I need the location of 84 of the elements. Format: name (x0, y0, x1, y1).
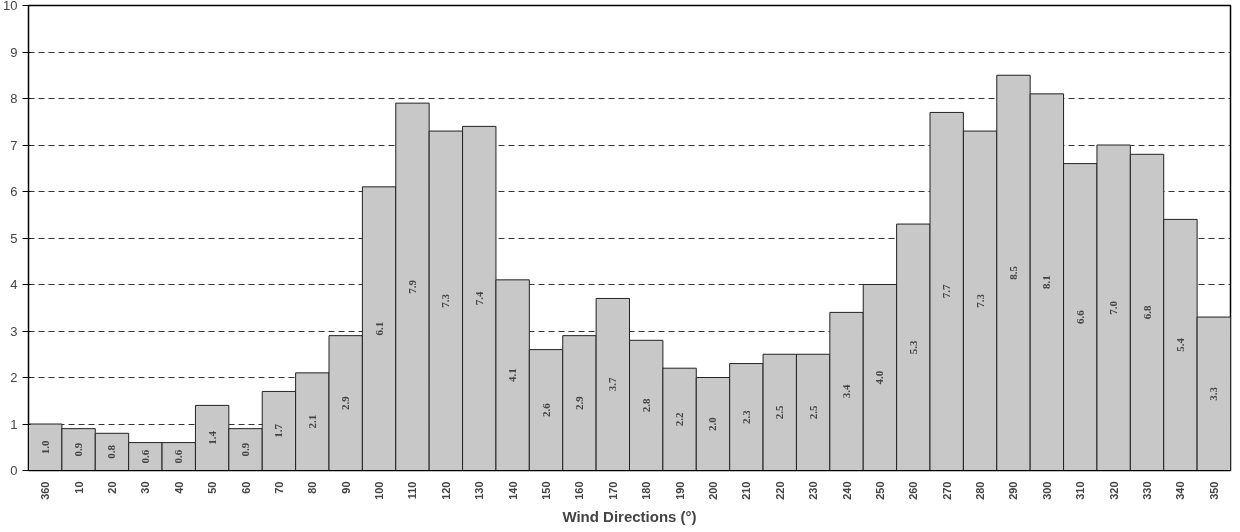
data-label: 1.0 (38, 439, 51, 455)
x-tick-label: 120 (439, 481, 452, 500)
data-label: 2.8 (639, 398, 652, 413)
x-tick-label: 290 (1007, 481, 1020, 500)
x-tick-label: 220 (773, 481, 786, 500)
y-tick-label: 2 (10, 370, 18, 385)
data-label: 7.7 (940, 284, 953, 299)
x-tick-label: 160 (573, 481, 586, 500)
data-label: 8.5 (1006, 265, 1019, 280)
x-tick-label: 60 (239, 481, 252, 494)
x-tick-label: 10 (72, 481, 85, 494)
data-label: 5.4 (1173, 337, 1186, 352)
data-label: 1.7 (272, 423, 285, 438)
x-tick-label: 100 (373, 481, 386, 500)
x-tick-label: 20 (105, 481, 118, 494)
data-label: 4.0 (873, 370, 886, 385)
data-label: 0.9 (239, 442, 252, 457)
x-tick-label: 280 (974, 481, 987, 500)
x-tick-label: 330 (1141, 481, 1154, 500)
y-tick-label: 5 (10, 230, 18, 246)
data-label: 4.1 (506, 368, 519, 383)
data-label: 3.4 (840, 384, 853, 399)
x-tick-label: 240 (840, 481, 853, 500)
data-label: 7.0 (1107, 300, 1120, 315)
x-tick-label: 310 (1074, 481, 1087, 500)
data-label: 2.2 (673, 411, 686, 427)
x-tick-label: 40 (172, 481, 185, 494)
x-tick-label: 230 (807, 481, 820, 500)
data-label: 7.3 (439, 293, 452, 308)
x-tick-label: 140 (506, 481, 519, 500)
data-label: 6.1 (372, 321, 385, 336)
data-label: 7.4 (472, 291, 485, 306)
data-label: 2.9 (572, 395, 585, 410)
data-label: 1.4 (205, 430, 218, 445)
x-tick-label: 210 (740, 481, 753, 500)
y-tick-label: 6 (10, 184, 18, 199)
y-tick-label: 8 (10, 91, 18, 106)
x-tick-label: 190 (673, 481, 686, 500)
data-label: 2.6 (539, 402, 552, 417)
data-label: 0.9 (72, 442, 85, 457)
data-label: 6.6 (1073, 309, 1086, 324)
x-tick-label: 150 (540, 481, 553, 500)
data-label: 8.1 (1040, 275, 1053, 290)
x-tick-label: 90 (339, 481, 352, 494)
x-tick-label: 30 (139, 481, 152, 494)
x-tick-label: 270 (940, 481, 953, 500)
x-axis-title: Wind Directions (°) (562, 507, 697, 525)
y-tick-label: 1 (10, 416, 18, 432)
x-tick-label: 50 (206, 481, 219, 494)
data-label: 7.9 (405, 279, 418, 294)
x-tick-label: 350 (1207, 481, 1220, 500)
data-label: 0.8 (105, 444, 118, 459)
x-tick-label: 110 (406, 481, 419, 500)
x-tick-label: 300 (1040, 481, 1053, 500)
data-label: 2.5 (773, 405, 786, 420)
data-label: 2.1 (305, 414, 318, 429)
data-label: 2.3 (739, 409, 752, 424)
data-label: 5.3 (906, 339, 919, 355)
x-tick-label: 130 (473, 481, 486, 500)
y-tick-label: 10 (3, 0, 18, 13)
x-tick-label: 180 (640, 481, 653, 500)
y-tick-label: 4 (10, 277, 18, 292)
y-tick-label: 7 (10, 137, 18, 153)
data-label: 3.7 (606, 377, 619, 392)
data-label: 3.3 (1207, 386, 1220, 401)
x-tick-label: 320 (1107, 481, 1120, 500)
x-tick-label: 80 (306, 481, 319, 494)
data-label: 2.0 (706, 416, 719, 431)
data-label: 0.6 (172, 449, 185, 464)
x-tick-label: 360 (39, 481, 52, 500)
data-label: 6.8 (1140, 305, 1153, 320)
y-tick-label: 0 (10, 463, 18, 478)
x-tick-label: 250 (873, 481, 886, 500)
data-label: 0.6 (138, 449, 151, 464)
x-tick-label: 340 (1174, 481, 1187, 500)
x-tick-label: 200 (706, 481, 719, 500)
x-tick-label: 260 (907, 481, 920, 500)
x-tick-label: 170 (606, 481, 619, 500)
x-tick-label: 70 (272, 481, 285, 494)
y-tick-label: 3 (10, 323, 18, 339)
data-label: 2.5 (806, 405, 819, 420)
data-label: 7.3 (973, 293, 986, 308)
data-label: 2.9 (339, 395, 352, 410)
y-tick-label: 9 (10, 44, 18, 60)
